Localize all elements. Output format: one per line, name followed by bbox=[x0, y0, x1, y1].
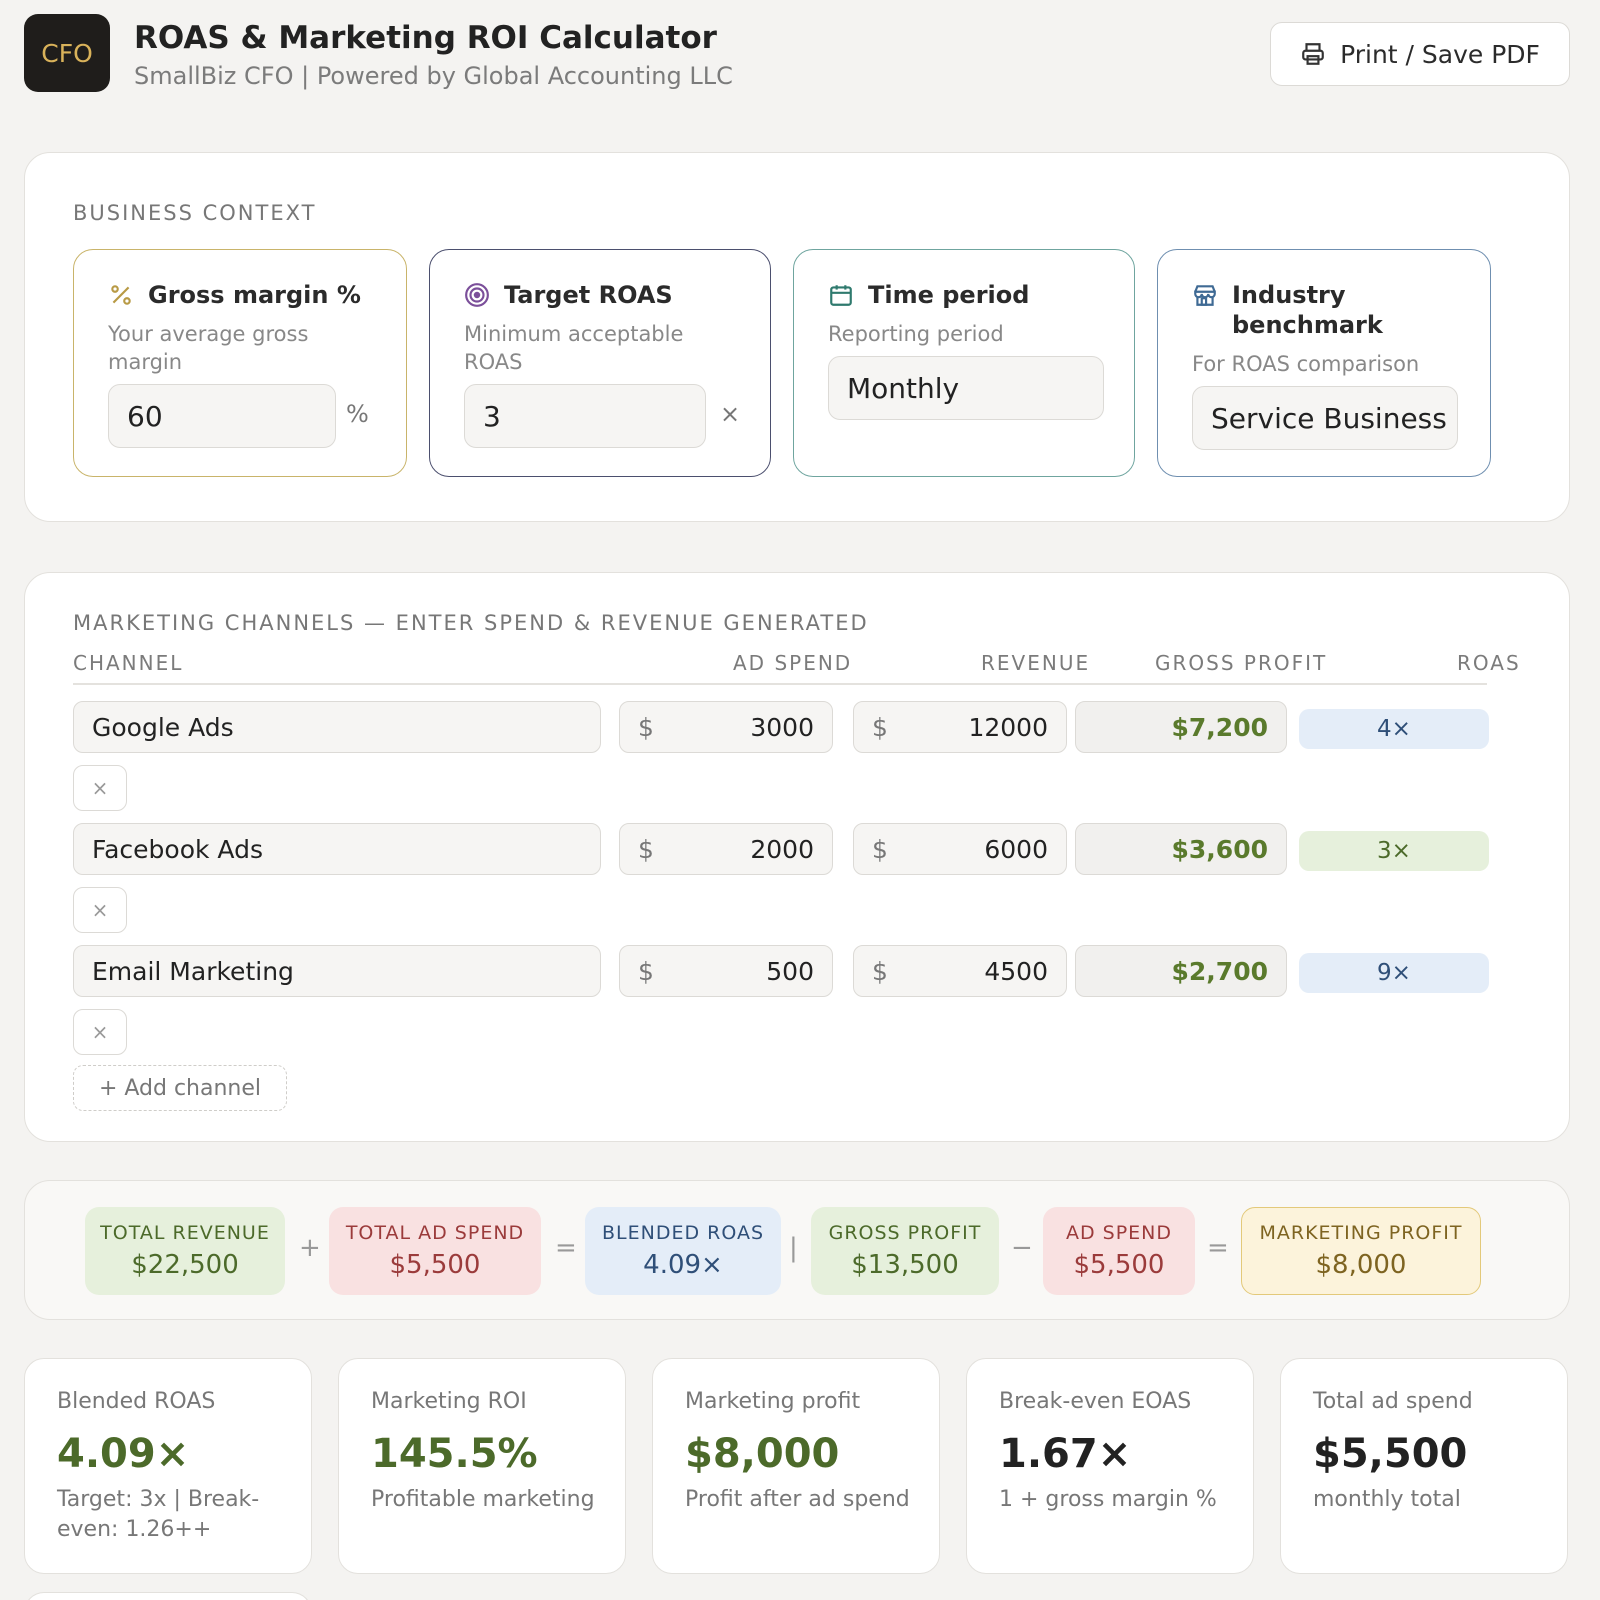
target-icon bbox=[465, 283, 489, 307]
metric-label: Break-even EOAS bbox=[999, 1389, 1192, 1414]
equals-operator: = bbox=[1207, 1233, 1229, 1263]
channel-name-input[interactable]: Email Marketing bbox=[73, 945, 601, 997]
revenue-input[interactable]: $ 6000 bbox=[853, 823, 1067, 875]
gross-profit-value: $2,700 bbox=[1075, 945, 1287, 997]
section-label: MARKETING CHANNELS — ENTER SPEND & REVEN… bbox=[73, 611, 869, 635]
metric-subtext: Profitable marketing bbox=[371, 1487, 595, 1512]
metric-card-break-even: Break-even EOAS 1.67× 1 + gross margin % bbox=[966, 1358, 1254, 1574]
storefront-icon bbox=[1194, 285, 1216, 306]
add-channel-button[interactable]: + Add channel bbox=[73, 1065, 287, 1111]
next-card-edge bbox=[24, 1592, 312, 1600]
marketing-channels-panel: MARKETING CHANNELS — ENTER SPEND & REVEN… bbox=[24, 572, 1570, 1142]
app-header: CFO ROAS & Marketing ROI Calculator Smal… bbox=[24, 14, 1570, 94]
print-button[interactable]: Print / Save PDF bbox=[1270, 22, 1570, 86]
metric-label: Total ad spend bbox=[1313, 1389, 1473, 1414]
industry-select[interactable]: Service Business ( bbox=[1192, 386, 1458, 450]
ad-spend-input[interactable]: $ 3000 bbox=[619, 701, 833, 753]
percent-unit: % bbox=[346, 400, 369, 428]
header-divider bbox=[73, 683, 1487, 685]
total-revenue-box: TOTAL REVENUE $22,500 bbox=[85, 1207, 285, 1295]
section-label: BUSINESS CONTEXT bbox=[73, 201, 317, 225]
column-header-roas: ROAS bbox=[1457, 651, 1521, 675]
metric-value: $8,000 bbox=[685, 1431, 840, 1477]
gross-margin-card: Gross margin % Your average gross margin… bbox=[73, 249, 407, 477]
metric-label: Marketing profit bbox=[685, 1389, 861, 1414]
gross-margin-input[interactable]: 60 bbox=[108, 384, 336, 448]
revenue-input[interactable]: $ 12000 bbox=[853, 701, 1067, 753]
equals-operator: = bbox=[555, 1233, 577, 1263]
equation-strip: TOTAL REVENUE $22,500 + TOTAL AD SPEND $… bbox=[24, 1180, 1570, 1320]
industry-benchmark-card: Industry benchmark For ROAS comparison S… bbox=[1157, 249, 1491, 477]
time-period-select[interactable]: Monthly bbox=[828, 356, 1104, 420]
metric-label: Marketing ROI bbox=[371, 1389, 527, 1414]
card-help: Reporting period bbox=[828, 322, 1004, 346]
table-row: Email Marketing $ 500 $ 4500 $2,700 9× bbox=[73, 945, 1493, 1001]
separator-operator: | bbox=[789, 1233, 798, 1263]
metric-card-marketing-profit: Marketing profit $8,000 Profit after ad … bbox=[652, 1358, 940, 1574]
page-title: ROAS & Marketing ROI Calculator bbox=[134, 20, 717, 56]
metric-card-total-ad-spend: Total ad spend $5,500 monthly total bbox=[1280, 1358, 1568, 1574]
ad-spend-box: AD SPEND $5,500 bbox=[1043, 1207, 1195, 1295]
card-title: Target ROAS bbox=[464, 280, 673, 310]
table-row: Facebook Ads $ 2000 $ 6000 $3,600 3× bbox=[73, 823, 1493, 879]
print-button-label: Print / Save PDF bbox=[1340, 39, 1540, 69]
table-row: Google Ads $ 3000 $ 12000 $7,200 4× bbox=[73, 701, 1493, 757]
roas-badge: 4× bbox=[1299, 709, 1489, 749]
target-roas-input[interactable]: 3 bbox=[464, 384, 706, 448]
blended-roas-box: BLENDED ROAS 4.09× bbox=[585, 1207, 781, 1295]
column-header-gross-profit: GROSS PROFIT bbox=[1155, 651, 1328, 675]
metric-value: 145.5% bbox=[371, 1431, 538, 1477]
calendar-icon bbox=[830, 285, 852, 306]
gross-profit-value: $7,200 bbox=[1075, 701, 1287, 753]
roas-badge: 9× bbox=[1299, 953, 1489, 993]
metric-value: 4.09× bbox=[57, 1431, 190, 1477]
gross-profit-box: GROSS PROFIT $13,500 bbox=[811, 1207, 999, 1295]
plus-operator: + bbox=[299, 1233, 321, 1263]
ad-spend-input[interactable]: $ 2000 bbox=[619, 823, 833, 875]
target-roas-card: Target ROAS Minimum acceptable ROAS 3 × bbox=[429, 249, 771, 477]
times-unit: × bbox=[720, 400, 741, 428]
channel-name-input[interactable]: Google Ads bbox=[73, 701, 601, 753]
metric-value: $5,500 bbox=[1313, 1431, 1468, 1477]
card-help: For ROAS comparison bbox=[1192, 352, 1420, 376]
gross-profit-value: $3,600 bbox=[1075, 823, 1287, 875]
marketing-profit-box: MARKETING PROFIT $8,000 bbox=[1241, 1207, 1481, 1295]
metric-subtext: 1 + gross margin % bbox=[999, 1487, 1217, 1512]
roas-badge: 3× bbox=[1299, 831, 1489, 871]
app-logo: CFO bbox=[24, 14, 110, 92]
remove-channel-button[interactable]: × bbox=[73, 1009, 127, 1055]
ad-spend-input[interactable]: $ 500 bbox=[619, 945, 833, 997]
minus-operator: − bbox=[1011, 1233, 1033, 1263]
print-icon bbox=[1302, 43, 1324, 65]
metric-value: 1.67× bbox=[999, 1431, 1132, 1477]
column-header-ad-spend: AD SPEND bbox=[733, 651, 853, 675]
total-ad-spend-box: TOTAL AD SPEND $5,500 bbox=[329, 1207, 541, 1295]
remove-channel-button[interactable]: × bbox=[73, 765, 127, 811]
business-context-panel: BUSINESS CONTEXT Gross margin % Your ave… bbox=[24, 152, 1570, 522]
channel-name-input[interactable]: Facebook Ads bbox=[73, 823, 601, 875]
card-title: Gross margin % bbox=[108, 280, 361, 310]
metric-label: Blended ROAS bbox=[57, 1389, 216, 1414]
revenue-input[interactable]: $ 4500 bbox=[853, 945, 1067, 997]
card-title: Industry benchmark bbox=[1192, 280, 1452, 340]
card-title: Time period bbox=[828, 280, 1029, 310]
column-header-channel: CHANNEL bbox=[73, 651, 184, 675]
remove-channel-button[interactable]: × bbox=[73, 887, 127, 933]
metric-subtext: Target: 3x | Break-even: 1.26++ bbox=[57, 1487, 260, 1542]
page-subtitle: SmallBiz CFO | Powered by Global Account… bbox=[134, 62, 733, 90]
metric-card-blended-roas: Blended ROAS 4.09× Target: 3x | Break-ev… bbox=[24, 1358, 312, 1574]
metric-subtext: Profit after ad spend bbox=[685, 1487, 910, 1512]
metric-subtext: monthly total bbox=[1313, 1487, 1461, 1512]
column-header-revenue: REVENUE bbox=[981, 651, 1091, 675]
time-period-card: Time period Reporting period Monthly bbox=[793, 249, 1135, 477]
card-help: Your average gross margin bbox=[108, 322, 309, 374]
percent-icon bbox=[111, 285, 131, 305]
card-help: Minimum acceptable ROAS bbox=[464, 322, 684, 374]
metric-card-marketing-roi: Marketing ROI 145.5% Profitable marketin… bbox=[338, 1358, 626, 1574]
